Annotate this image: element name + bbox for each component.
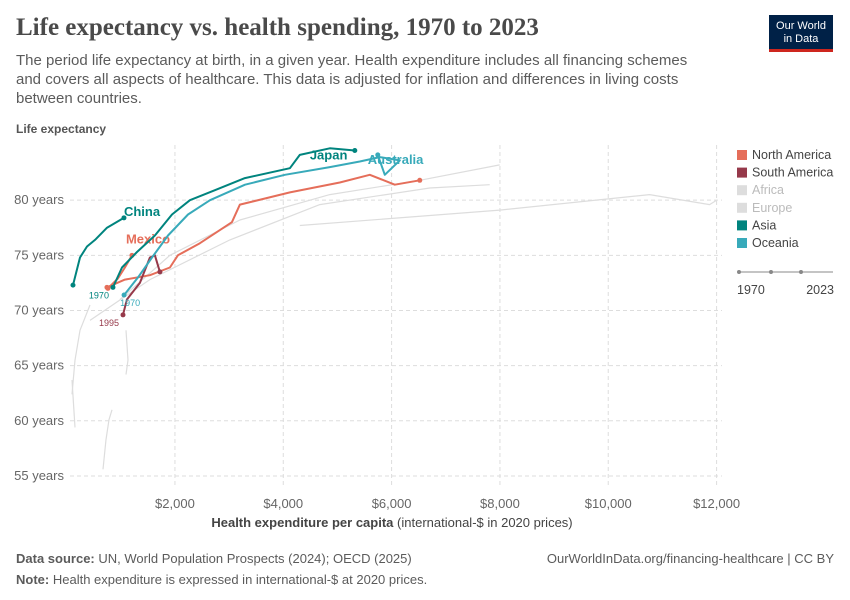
y-tick-label: 80 years [14, 192, 64, 207]
logo-line: in Data [783, 33, 819, 45]
y-tick-label: 75 years [14, 247, 64, 262]
legend-swatch [737, 185, 747, 196]
series-label: China [124, 204, 161, 219]
legend-swatch [737, 150, 747, 160]
series-line [102, 409, 113, 470]
x-tick-label: $12,000 [693, 496, 740, 511]
note-label: Note: [16, 572, 50, 587]
timeline-dot [737, 270, 741, 274]
start-label: 1970 [89, 290, 109, 300]
series-line [299, 194, 717, 227]
endpoint [110, 284, 116, 290]
series-line [122, 254, 161, 316]
endpoint [121, 215, 127, 221]
timeline-start: 1970 [737, 283, 765, 297]
legend-label[interactable]: North America [752, 148, 831, 162]
endpoint [121, 292, 127, 298]
x-axis-title: Health expenditure per capita [211, 515, 394, 530]
endpoint [417, 177, 423, 183]
chart: Life expectancy Health expenditure per c… [14, 122, 834, 530]
x-axis-label: Health expenditure per capita (internati… [211, 515, 572, 530]
y-tick-label: 60 years [14, 413, 64, 428]
x-tick-label: $10,000 [585, 496, 632, 511]
y-axis-label: Life expectancy [16, 122, 106, 136]
y-tick-label: 65 years [14, 358, 64, 373]
endpoint [352, 148, 358, 154]
series-line [106, 173, 420, 289]
y-tick-label: 70 years [14, 302, 64, 317]
legend-swatch [737, 238, 747, 248]
endpoint [105, 285, 111, 291]
legend-label[interactable]: South America [752, 166, 833, 180]
endpoint [157, 269, 163, 275]
source: UN, World Population Prospects (2024); O… [98, 551, 412, 566]
source-label: Data source: [16, 551, 95, 566]
title: Life expectancy vs. health spending, 197… [16, 14, 539, 41]
start-label: 1970 [120, 298, 140, 308]
series-line [125, 330, 129, 375]
series-label: Japan [310, 148, 348, 163]
series-line [89, 184, 490, 321]
x-tick-label: $6,000 [372, 496, 412, 511]
legend-label[interactable]: Asia [752, 218, 776, 232]
x-tick-label: $2,000 [155, 496, 195, 511]
timeline-end: 2023 [806, 283, 834, 297]
series-label: Mexico [126, 231, 170, 246]
series-line [71, 304, 91, 395]
endpoint [375, 152, 381, 158]
x-axis-unit: (international-$ in 2020 prices) [397, 515, 573, 530]
legend-swatch [737, 220, 747, 231]
x-tick-label: $4,000 [263, 496, 303, 511]
timeline-dot [799, 270, 803, 274]
endpoint [120, 312, 126, 318]
subtitle: The period life expectancy at birth, in … [16, 52, 688, 107]
legend-swatch [737, 202, 747, 213]
legend-label[interactable]: Africa [752, 183, 784, 197]
note: Health expenditure is expressed in inter… [52, 572, 428, 587]
series-line [119, 164, 500, 300]
footer: Data source: UN, World Population Prospe… [16, 548, 834, 590]
logo-line: Our World [776, 20, 826, 32]
timeline-dot [769, 270, 773, 274]
legend-label[interactable]: Europe [752, 201, 792, 215]
legend-label[interactable]: Oceania [752, 236, 799, 250]
endpoint [70, 282, 76, 288]
start-label: 1995 [99, 318, 119, 328]
series-line [72, 216, 125, 286]
legend-swatch [737, 167, 747, 178]
series-label: Australia [368, 152, 424, 167]
y-tick-label: 55 years [14, 468, 64, 483]
logo[interactable]: Our World in Data [769, 15, 833, 52]
x-tick-label: $8,000 [480, 496, 520, 511]
series-line [112, 147, 355, 288]
series-line [71, 379, 76, 428]
series-line [123, 154, 401, 296]
url[interactable]: OurWorldInData.org/financing-healthcare … [546, 551, 834, 566]
